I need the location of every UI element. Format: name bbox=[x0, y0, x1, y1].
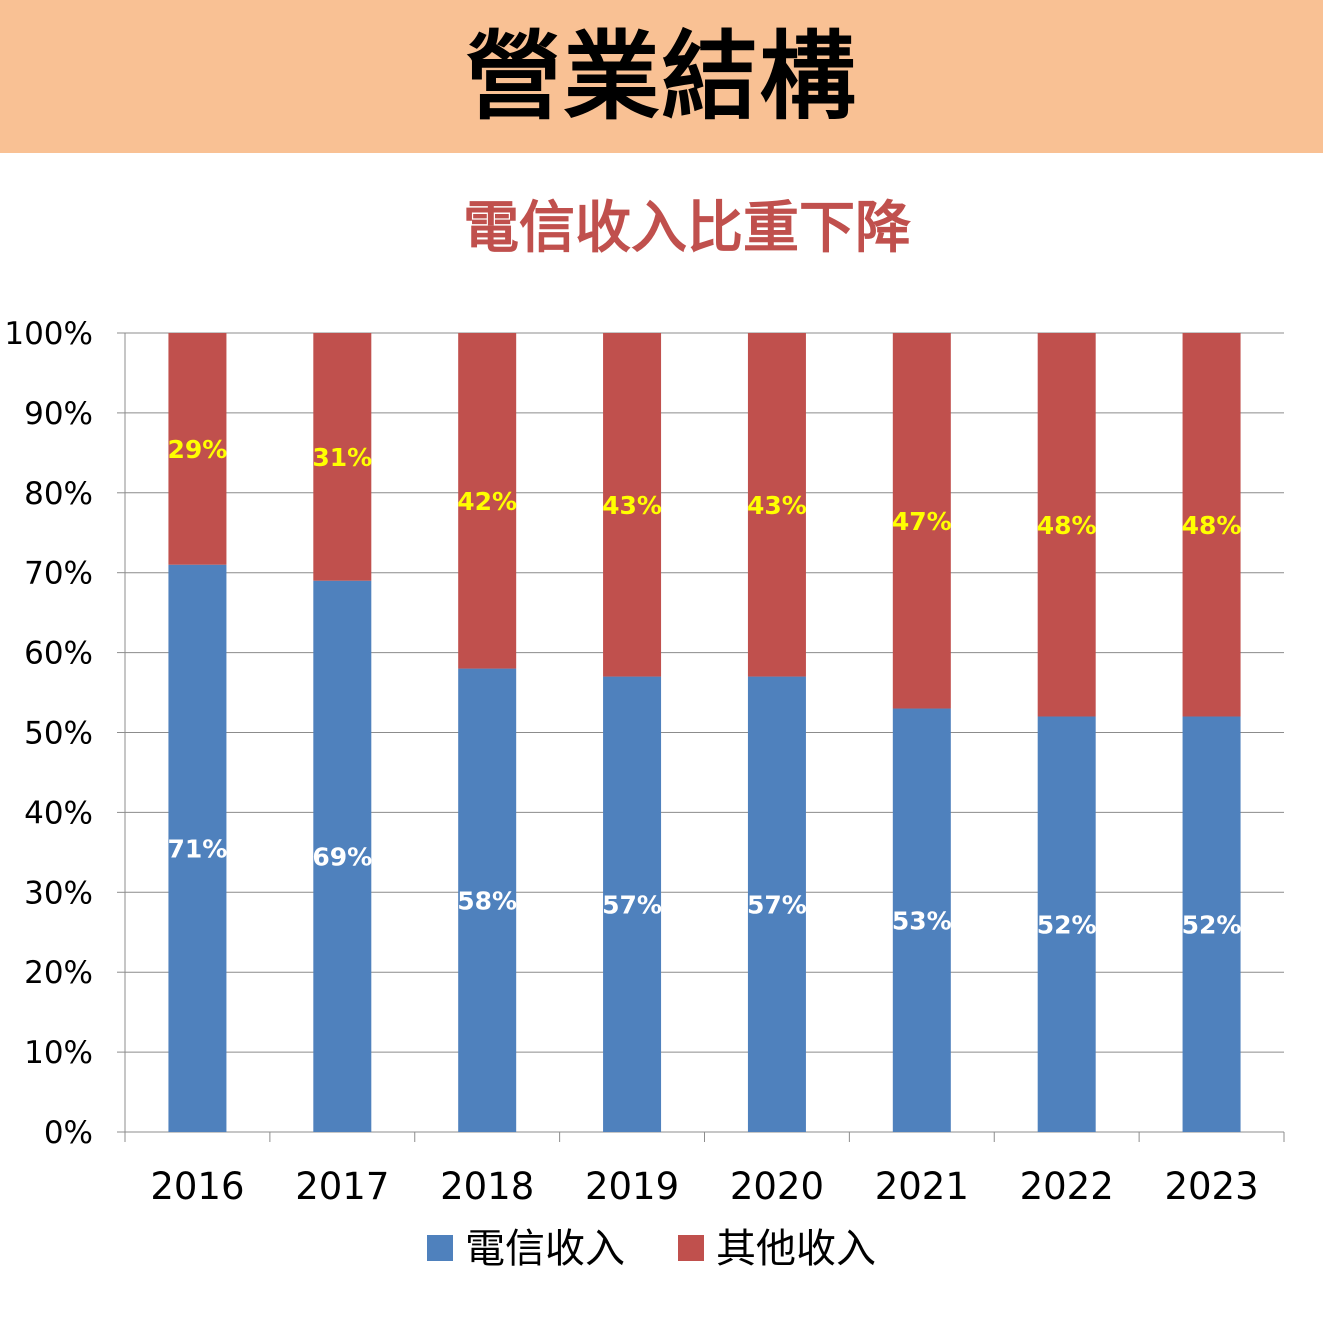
data-label: 57% bbox=[747, 890, 807, 919]
data-label: 48% bbox=[1182, 511, 1242, 540]
bar-other-2017 bbox=[313, 333, 372, 581]
data-label: 69% bbox=[312, 842, 372, 871]
bar-telecom-2016 bbox=[168, 564, 227, 1132]
y-tick-label: 60% bbox=[24, 636, 93, 672]
data-label: 52% bbox=[1182, 910, 1242, 939]
y-tick-label: 100% bbox=[4, 316, 93, 352]
bar-telecom-2017 bbox=[313, 580, 372, 1132]
y-tick-label: 80% bbox=[24, 476, 93, 512]
data-label: 47% bbox=[892, 507, 952, 536]
bar-telecom-2021 bbox=[892, 708, 951, 1132]
bar-telecom-2022 bbox=[1037, 716, 1096, 1132]
data-label: 42% bbox=[457, 487, 517, 516]
chart-title: 電信收入比重下降 bbox=[463, 196, 911, 261]
y-tick-label: 40% bbox=[24, 795, 93, 831]
data-label: 52% bbox=[1037, 910, 1097, 939]
legend-swatch-telecom bbox=[427, 1235, 453, 1261]
y-tick-label: 0% bbox=[44, 1115, 93, 1151]
x-tick-label: 2016 bbox=[150, 1165, 244, 1208]
data-label: 71% bbox=[168, 834, 228, 863]
data-label: 31% bbox=[312, 443, 372, 472]
data-label: 43% bbox=[747, 491, 807, 520]
data-label: 53% bbox=[892, 906, 952, 935]
y-tick-label: 70% bbox=[24, 556, 93, 592]
bar-other-2018 bbox=[458, 333, 517, 669]
legend-label-other: 其他收入 bbox=[716, 1226, 876, 1272]
bar-other-2021 bbox=[892, 333, 951, 709]
data-label: 43% bbox=[602, 491, 662, 520]
bar-other-2016 bbox=[168, 333, 227, 565]
x-tick-label: 2019 bbox=[585, 1165, 679, 1208]
bar-telecom-2018 bbox=[458, 668, 517, 1132]
bar-other-2019 bbox=[603, 333, 662, 677]
data-label: 48% bbox=[1037, 511, 1097, 540]
x-tick-label: 2020 bbox=[730, 1165, 824, 1208]
x-tick-label: 2021 bbox=[875, 1165, 969, 1208]
y-tick-label: 50% bbox=[24, 716, 93, 752]
stacked-bar-chart: 電信收入比重下降 0% 10% 20% 30% 40% 50% 60% 70% 80% 90% 100… bbox=[4, 196, 1285, 1272]
bar-telecom-2020 bbox=[747, 676, 806, 1132]
x-tick-label: 2018 bbox=[440, 1165, 534, 1208]
bar-other-2022 bbox=[1037, 333, 1096, 717]
data-label: 29% bbox=[168, 435, 228, 464]
bar-other-2020 bbox=[747, 333, 806, 677]
x-tick-label: 2023 bbox=[1164, 1165, 1258, 1208]
bar-telecom-2023 bbox=[1182, 716, 1241, 1132]
y-tick-label: 30% bbox=[24, 875, 93, 911]
x-tick-label: 2017 bbox=[295, 1165, 389, 1208]
bar-telecom-2019 bbox=[603, 676, 662, 1132]
y-tick-label: 20% bbox=[24, 955, 93, 991]
data-label: 57% bbox=[602, 890, 662, 919]
y-tick-label: 10% bbox=[24, 1035, 93, 1071]
x-tick-label: 2022 bbox=[1020, 1165, 1114, 1208]
legend-label-telecom: 電信收入 bbox=[465, 1226, 625, 1272]
legend-swatch-other bbox=[678, 1235, 704, 1261]
bar-other-2023 bbox=[1182, 333, 1241, 717]
data-label: 58% bbox=[457, 886, 517, 915]
y-tick-label: 90% bbox=[24, 396, 93, 432]
header-band: 營業結構 bbox=[0, 0, 1323, 153]
page-title: 營業結構 bbox=[465, 20, 858, 133]
